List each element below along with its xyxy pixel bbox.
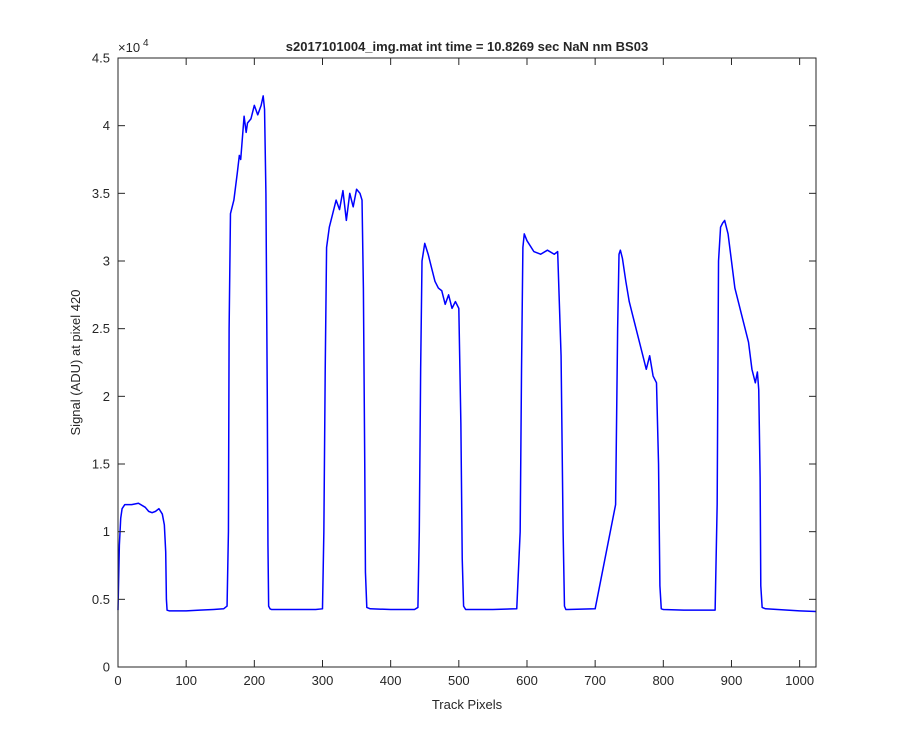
y-exponent-base: ×10 bbox=[118, 40, 140, 55]
y-tick-label: 2 bbox=[103, 389, 110, 404]
y-axis-label: Signal (ADU) at pixel 420 bbox=[68, 290, 83, 436]
x-tick-label: 400 bbox=[380, 673, 402, 688]
axes-box bbox=[117, 57, 817, 668]
chart-title: s2017101004_img.mat int time = 10.8269 s… bbox=[286, 39, 648, 54]
x-tick-label: 100 bbox=[175, 673, 197, 688]
y-tick-label: 4 bbox=[103, 118, 110, 133]
plot-area bbox=[118, 58, 816, 667]
y-tick-label: 3.5 bbox=[92, 186, 110, 201]
x-tick-label: 900 bbox=[721, 673, 743, 688]
y-tick-label: 4.5 bbox=[92, 51, 110, 66]
x-tick-label: 700 bbox=[584, 673, 606, 688]
x-tick-label: 1000 bbox=[785, 673, 814, 688]
y-tick-label: 3 bbox=[103, 254, 110, 269]
data-line-series bbox=[117, 95, 817, 613]
x-tick-label: 200 bbox=[243, 673, 265, 688]
x-tick-label: 300 bbox=[312, 673, 334, 688]
x-tick-label: 800 bbox=[652, 673, 674, 688]
y-tick-label: 0.5 bbox=[92, 592, 110, 607]
y-tick-label: 1 bbox=[103, 524, 110, 539]
y-tick-label: 2.5 bbox=[92, 321, 110, 336]
x-tick-label: 0 bbox=[114, 673, 121, 688]
y-tick-label: 1.5 bbox=[92, 457, 110, 472]
x-axis-label: Track Pixels bbox=[432, 697, 503, 712]
axes: 0 100 200 300 400 500 600 700 800 900 1000 0 0.5 1 1.5… bbox=[68, 38, 817, 712]
y-tick-label: 0 bbox=[103, 660, 110, 675]
x-tick-label: 600 bbox=[516, 673, 538, 688]
x-tick-label: 500 bbox=[448, 673, 470, 688]
y-exponent-power: 4 bbox=[143, 38, 149, 49]
